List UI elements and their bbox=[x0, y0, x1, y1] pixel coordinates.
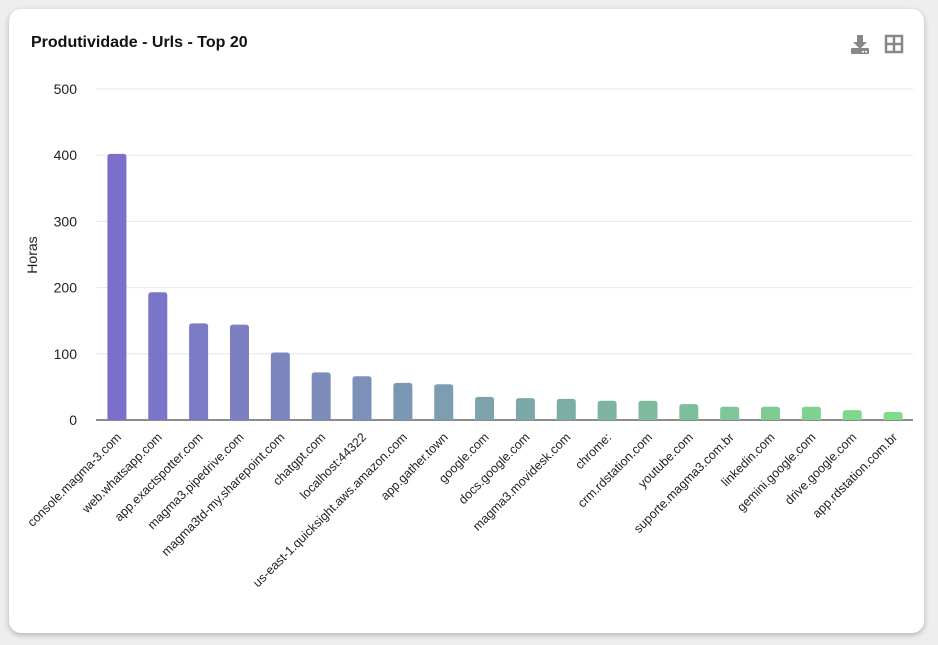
bar bbox=[352, 376, 372, 420]
bar bbox=[597, 400, 617, 420]
x-tick-label: docs.google.com bbox=[456, 430, 533, 507]
bar bbox=[270, 352, 290, 420]
y-tick-label: 400 bbox=[54, 147, 78, 163]
x-tick-label: chrome: bbox=[572, 430, 614, 472]
bar bbox=[842, 410, 862, 420]
bar bbox=[393, 382, 413, 420]
bar bbox=[148, 292, 168, 420]
x-tick-label: us-east-1.quicksight.aws.amazon.com bbox=[250, 430, 410, 590]
bar bbox=[556, 398, 576, 420]
x-tick-label: gemini.google.com bbox=[734, 430, 818, 514]
x-tick-label: drive.google.com bbox=[782, 430, 859, 507]
bar bbox=[107, 153, 127, 420]
bar bbox=[229, 324, 249, 420]
bar bbox=[883, 412, 903, 420]
y-tick-label: 0 bbox=[69, 412, 77, 428]
bar bbox=[189, 323, 209, 420]
x-tick-label: crm.rdstation.com bbox=[575, 430, 655, 510]
bar bbox=[311, 372, 331, 420]
y-tick-label: 500 bbox=[54, 81, 78, 97]
bar bbox=[434, 384, 454, 420]
bar bbox=[515, 398, 535, 420]
bar bbox=[638, 400, 658, 420]
y-tick-label: 300 bbox=[54, 213, 78, 229]
y-tick-label: 200 bbox=[54, 280, 78, 296]
chart-title: Produtividade - Urls - Top 20 bbox=[31, 34, 248, 51]
bar bbox=[679, 404, 699, 420]
download-icon[interactable] bbox=[849, 33, 871, 55]
bar bbox=[761, 406, 781, 420]
grid-icon[interactable] bbox=[883, 33, 905, 55]
bar bbox=[720, 406, 740, 420]
bar bbox=[475, 396, 495, 420]
y-axis-label: Horas bbox=[24, 236, 40, 273]
bar bbox=[801, 406, 821, 420]
y-tick-label: 100 bbox=[54, 346, 78, 362]
